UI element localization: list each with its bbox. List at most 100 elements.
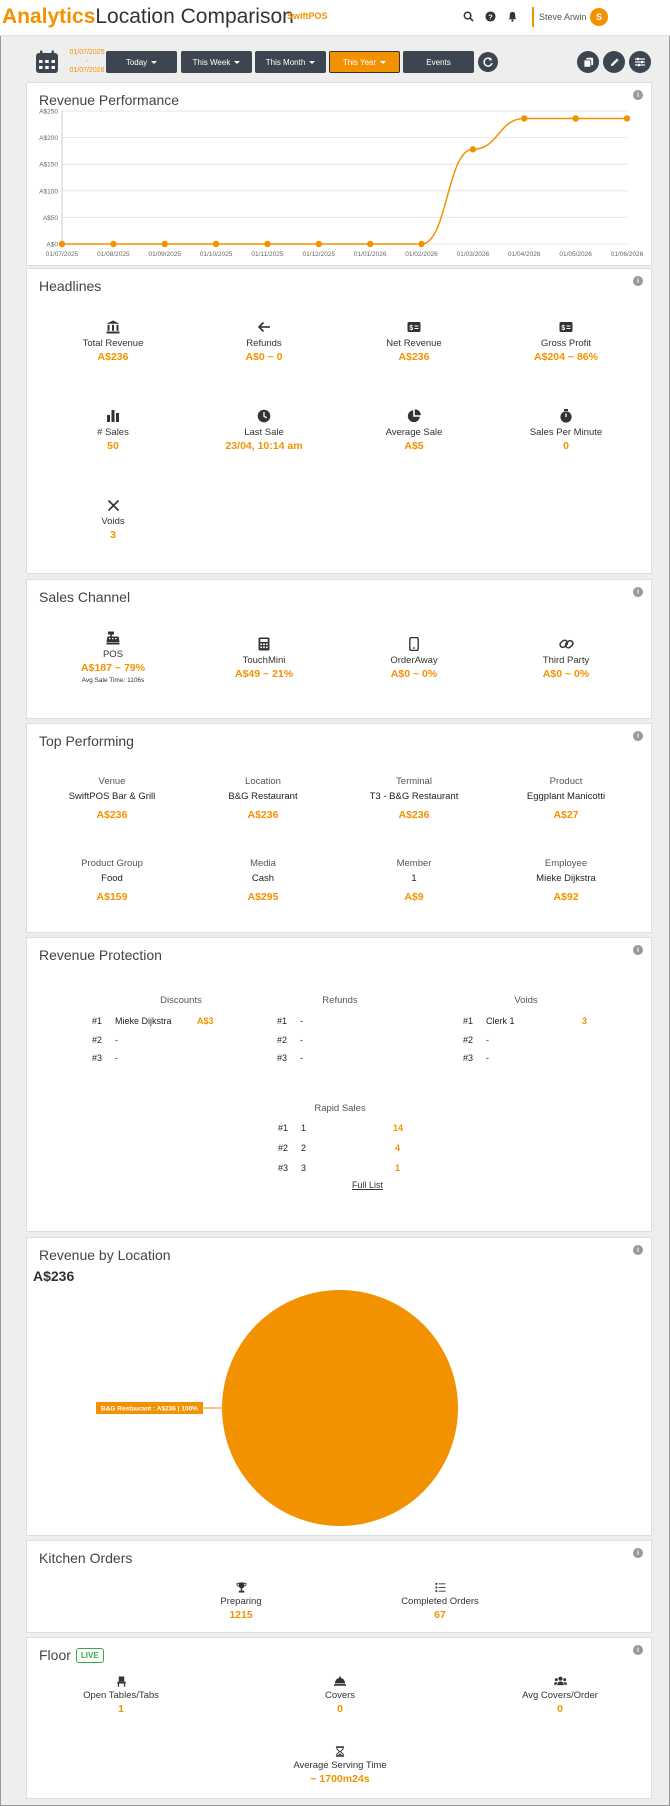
cash-register-icon [106, 631, 120, 645]
headline-sales-count[interactable]: # Sales 50 [33, 408, 193, 452]
top-member[interactable]: Member 1 A$9 [396, 858, 432, 903]
top-employee[interactable]: Employee Mieke Dijkstra A$92 [536, 858, 596, 903]
info-icon[interactable]: i [633, 1245, 643, 1255]
data-point [418, 240, 425, 248]
user-name[interactable]: Steve Arwin [539, 12, 587, 22]
top-performing-card: Top Performing i Venue SwiftPOS Bar & Gr… [26, 723, 652, 933]
headline-average-sale[interactable]: Average Sale A$5 [334, 408, 494, 452]
phone-icon [409, 637, 419, 651]
info-icon[interactable]: i [633, 276, 643, 286]
avatar[interactable]: S [590, 8, 608, 26]
data-point [623, 115, 631, 122]
top-venue[interactable]: Venue SwiftPOS Bar & Grill A$236 [68, 776, 156, 821]
revenue-performance-card: Revenue Performance i A$0 A$50 A$100 A$150 A… [26, 82, 652, 266]
revenue-line-chart: A$0 A$50 A$100 A$150 A$200 A$250 01/07/2025 01/… [39, 109, 644, 259]
svg-text:$: $ [409, 325, 413, 332]
floor-open-tables[interactable]: Open Tables/Tabs 1 [41, 1675, 201, 1715]
this-month-button[interactable]: This Month [255, 51, 326, 73]
info-icon[interactable]: i [633, 1548, 643, 1558]
arrow-left-icon [257, 321, 270, 333]
today-button[interactable]: Today [106, 51, 177, 73]
channel-touchmini[interactable]: TouchMini A$49 ~ 21% [184, 636, 344, 680]
edit-button[interactable] [603, 51, 625, 73]
link-icon [558, 639, 574, 649]
location-total: A$236 [33, 1268, 75, 1284]
info-icon[interactable]: i [633, 945, 643, 955]
live-badge: LIVE [75, 1648, 104, 1663]
card-title: Kitchen Orders [39, 1550, 133, 1566]
pie-slice-label: B&G Restaurant : A$236 | 100% [101, 1406, 198, 1413]
pencil-icon [610, 57, 619, 66]
revenue-protection-card: Revenue Protection i Discounts #1 Mieke D… [26, 937, 652, 1232]
kitchen-orders-card: Kitchen Orders i Preparing 1215 Complete… [26, 1540, 652, 1633]
y-tick-label: A$200 [39, 135, 58, 142]
card-title: Revenue by Location [39, 1247, 171, 1263]
pie-slice [222, 1290, 458, 1526]
users-icon [553, 1676, 567, 1686]
svg-text:$: $ [561, 325, 565, 332]
discounts-heading: Discounts [160, 995, 202, 1006]
copy-button[interactable] [577, 51, 599, 73]
help-icon[interactable]: ? [484, 10, 496, 22]
info-icon[interactable]: i [633, 587, 643, 597]
headline-gross-profit[interactable]: $ Gross Profit A$204 ~ 86% [486, 319, 646, 363]
page-title: AnalyticsLocation Comparison [2, 5, 294, 28]
channel-orderaway[interactable]: OrderAway A$0 ~ 0% [334, 636, 494, 680]
rapid-sales-heading: Rapid Sales [314, 1103, 366, 1114]
settings-button[interactable] [629, 51, 651, 73]
headline-refunds[interactable]: Refunds A$0 ~ 0 [184, 319, 344, 363]
headline-last-sale[interactable]: Last Sale 23/04, 10:14 am [184, 408, 344, 452]
x-tick-label: 01/11/2025 [251, 251, 283, 258]
headline-net-revenue[interactable]: $ Net Revenue A$236 [334, 319, 494, 363]
floor-covers[interactable]: Covers 0 [260, 1675, 420, 1715]
tenant-name[interactable]: SwiftPOS [287, 11, 328, 21]
info-icon[interactable]: i [633, 731, 643, 741]
search-icon[interactable] [462, 10, 474, 22]
top-media[interactable]: Media Cash A$295 [247, 858, 279, 903]
data-point [469, 146, 477, 153]
full-list-link[interactable]: Full List [352, 1180, 384, 1190]
kitchen-preparing[interactable]: Preparing 1215 [161, 1581, 321, 1621]
list-icon [434, 1582, 446, 1592]
top-product[interactable]: Product Eggplant Manicotti A$27 [526, 776, 606, 821]
info-icon[interactable]: i [633, 90, 643, 100]
x-tick-label: 01/04/2026 [508, 251, 541, 258]
chevron-down-icon [234, 60, 241, 64]
headline-sales-per-minute[interactable]: Sales Per Minute 0 [486, 408, 646, 452]
y-tick-label: A$50 [43, 215, 59, 222]
channel-pos[interactable]: POS A$187 ~ 79% Avg Sale Time: 1106s [33, 630, 193, 684]
events-button[interactable]: Events [403, 51, 474, 73]
info-icon[interactable]: i [633, 1645, 643, 1655]
y-tick-label: A$0 [46, 242, 58, 249]
data-point [264, 240, 271, 248]
kitchen-completed-orders[interactable]: Completed Orders 67 [360, 1581, 520, 1621]
hourglass-icon [335, 1745, 345, 1757]
bell-icon[interactable] [506, 10, 518, 22]
top-location[interactable]: Location B&G Restaurant A$236 [228, 776, 298, 821]
refunds-heading: Refunds [322, 995, 358, 1006]
date-range[interactable]: 01/07/2025 - 01/07/2026 [69, 49, 105, 74]
x-tick-label: 01/12/2025 [303, 251, 336, 258]
refresh-icon[interactable] [478, 52, 498, 72]
calendar-icon[interactable] [35, 50, 59, 74]
chevron-down-icon [151, 60, 158, 64]
headline-voids[interactable]: Voids 3 [33, 497, 193, 541]
top-product-group[interactable]: Product Group Food A$159 [81, 858, 143, 903]
x-tick-label: 01/06/2026 [611, 251, 644, 258]
this-year-button[interactable]: This Year [329, 51, 400, 73]
headline-total-revenue[interactable]: Total Revenue A$236 [33, 319, 193, 363]
floor-avg-covers[interactable]: Avg Covers/Order 0 [480, 1675, 640, 1715]
y-tick-label: A$150 [39, 162, 58, 169]
channel-third-party[interactable]: Third Party A$0 ~ 0% [486, 636, 646, 680]
floor-avg-serving-time[interactable]: Average Serving Time ~ 1700m24s [260, 1745, 420, 1785]
sales-channel-card: Sales Channel i POS A$187 ~ 79% Avg Sale… [26, 579, 652, 719]
revenue-pie-chart: B&G Restaurant : A$236 | 100% [96, 1290, 458, 1526]
data-point [572, 115, 579, 122]
top-terminal[interactable]: Terminal T3 - B&G Restaurant A$236 [369, 776, 459, 821]
filter-bar: 01/07/2025 - 01/07/2026 Today This Week … [0, 38, 670, 80]
this-week-button[interactable]: This Week [181, 51, 252, 73]
svg-text:?: ? [488, 12, 493, 21]
data-point [366, 240, 374, 248]
calculator-icon [258, 637, 270, 651]
card-title: Top Performing [39, 733, 134, 749]
